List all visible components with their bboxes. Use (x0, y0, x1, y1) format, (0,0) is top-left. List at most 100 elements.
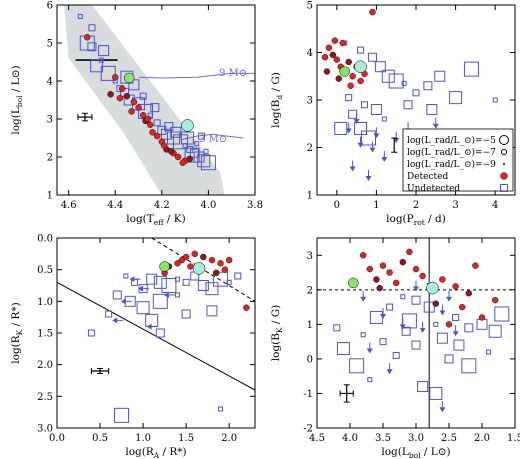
undetected-point (423, 301, 435, 313)
y-axis-label: log(Bd / G) (270, 72, 284, 128)
undetected-point (411, 340, 421, 350)
upper-limit-arrow (349, 166, 356, 172)
panel-radii: 0.0 0.5 1.0 1.5 2.0 0.0 0.5 1.0 1.5 2.0 2.5 3.0 log(… (10, 234, 256, 459)
detected-point (191, 250, 198, 258)
upper-limit-arrow (381, 157, 388, 162)
limit-arrow (112, 317, 118, 324)
detected-point (208, 256, 216, 264)
undetected-point (234, 272, 242, 280)
upper-limit-arrow (369, 147, 376, 153)
limit-arrow (146, 323, 152, 330)
detected-point (187, 263, 194, 270)
y-tick-label: 2.0 (37, 360, 53, 371)
undetected-point (87, 329, 95, 337)
undetected-point (160, 128, 172, 140)
detected-point (419, 272, 426, 280)
undetected-point (461, 358, 477, 374)
y-tick-label: 1 (307, 191, 313, 202)
label-tail: / d) (425, 213, 446, 225)
undetected-point (403, 100, 413, 110)
undetected-point (88, 24, 96, 32)
undetected-point (184, 147, 200, 163)
undetected-point (360, 130, 376, 146)
undetected-point (77, 13, 83, 19)
undetected-point (150, 103, 160, 113)
undetected-point (449, 91, 463, 105)
label-subscript: d (275, 95, 284, 100)
undetected-point (123, 273, 129, 279)
label-main: log(B (270, 99, 282, 127)
undetected-point (463, 61, 479, 77)
detected-point (186, 155, 193, 163)
limit-arrow (138, 285, 144, 292)
detected-point (412, 265, 420, 273)
green-point (339, 66, 350, 77)
detected-point (347, 82, 354, 89)
label-main: log(B (270, 333, 282, 361)
undetected-point (161, 278, 177, 293)
limit-arrow (163, 292, 169, 298)
plot-area (317, 238, 515, 428)
y-tick-label: 0.5 (37, 265, 53, 276)
x-axis-label: log(Lbol / L⊙) (381, 446, 450, 459)
undetected-point (386, 303, 394, 311)
undetected-point (155, 328, 165, 338)
undetected-point (136, 301, 150, 315)
upper-limit-arrow (373, 133, 380, 139)
undetected-point (218, 406, 224, 412)
undetected-point (381, 69, 395, 83)
y-tick-label: 2 (47, 153, 53, 164)
y-tick-label: 0.0 (37, 234, 53, 245)
x-tick-label: 1.5 (178, 433, 194, 444)
undetected-point (388, 73, 404, 89)
legend-entry: Detected (407, 172, 448, 182)
detected-point (345, 58, 352, 66)
undetected-point (333, 324, 341, 332)
undetected-point (205, 282, 219, 296)
detected-point (200, 253, 207, 261)
upper-limit-arrow (365, 176, 372, 181)
label-tail: / R*) (159, 446, 186, 458)
detected-point (321, 54, 329, 61)
undetected-point (197, 154, 211, 168)
upper-limit-arrow (399, 324, 406, 330)
green-point (123, 72, 135, 84)
y-tick-label: 1 (47, 191, 53, 202)
x-tick-label: 1.5 (507, 433, 520, 444)
legend-marker (500, 184, 508, 192)
undetected-point (90, 59, 104, 73)
annotation: 9 M⊙ (219, 68, 247, 79)
detected-point (452, 283, 459, 290)
undetected-point (98, 45, 110, 57)
detected-point (213, 269, 220, 277)
upper-limit-arrow (446, 296, 452, 302)
detected-point (221, 266, 229, 273)
y-tick-label: -2 (303, 424, 313, 435)
legend-entry: Undetected (407, 184, 460, 194)
upper-limit-arrow (452, 331, 459, 337)
undetected-point (100, 65, 116, 81)
detected-point (217, 260, 224, 267)
x-tick-label: 3.8 (247, 200, 263, 211)
undetected-point (349, 358, 365, 374)
detected-point (335, 75, 342, 82)
y-tick-label: 1.0 (37, 297, 53, 308)
detected-point (139, 111, 147, 119)
track-9msun (138, 72, 255, 79)
upper-limit-arrow (360, 296, 367, 302)
detected-point (339, 39, 346, 47)
y-tick-label: 2.5 (37, 392, 53, 403)
detected-point (153, 132, 161, 140)
label-main: log(R (125, 446, 154, 458)
detected-point (376, 284, 383, 292)
upper-limit-arrow (353, 119, 360, 124)
detected-point (107, 91, 114, 98)
x-tick-label: 4.0 (342, 433, 358, 444)
undetected-point (213, 271, 229, 287)
panel-hrd: 4.6 4.4 4.2 4.0 3.8 1 2 3 4 5 6 log(Teff / K) log(Lb… (10, 1, 263, 228)
x-tick-label: 2 (413, 200, 419, 211)
undetected-point (146, 273, 158, 285)
y-tick-label: 3 (307, 251, 313, 262)
y-tick-label: 1 (307, 320, 313, 331)
